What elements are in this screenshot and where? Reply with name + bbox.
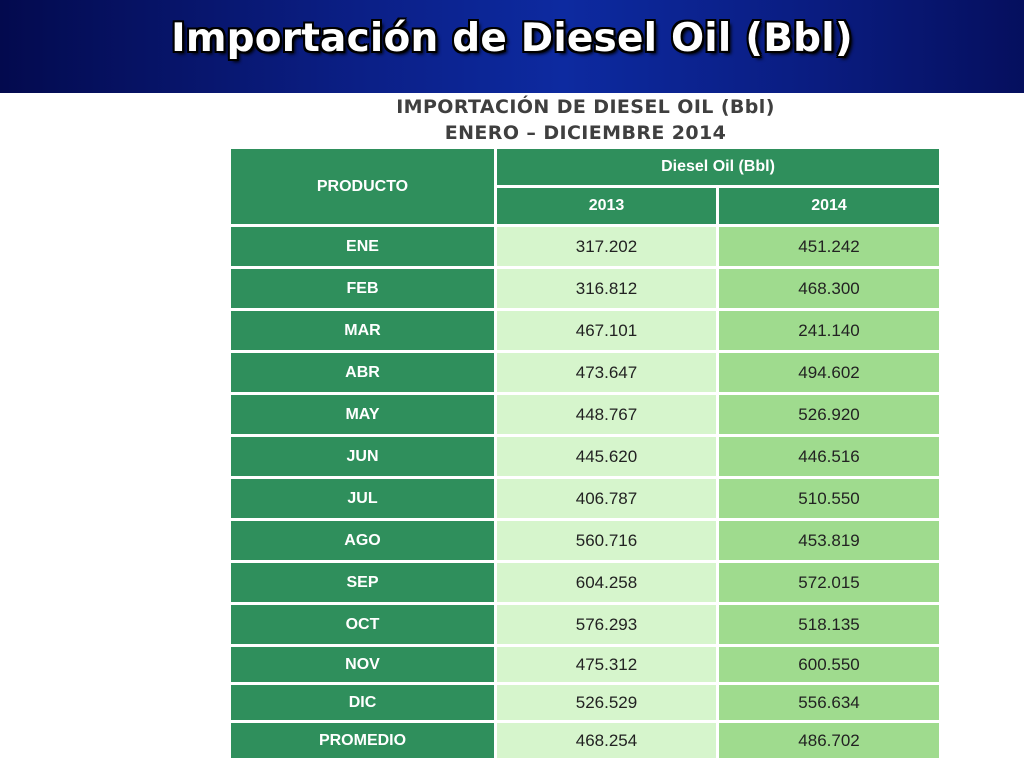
value-2014: 556.634 bbox=[719, 685, 940, 720]
table-title: IMPORTACIÓN DE DIESEL OIL (Bbl) bbox=[396, 96, 775, 118]
row-label: PROMEDIO bbox=[231, 723, 494, 758]
value-2013: 448.767 bbox=[497, 395, 716, 434]
value-2013: 468.254 bbox=[497, 723, 716, 758]
value-2014: 453.819 bbox=[719, 521, 940, 560]
value-2014: 486.702 bbox=[719, 723, 940, 758]
header-2014: 2014 bbox=[719, 188, 940, 224]
row-label: DIC bbox=[231, 685, 494, 720]
value-2014: 241.140 bbox=[719, 311, 940, 350]
value-2013: 467.101 bbox=[497, 311, 716, 350]
table-row: DIC 526.529 556.634 bbox=[231, 685, 940, 720]
row-label: ABR bbox=[231, 353, 494, 392]
row-label: MAY bbox=[231, 395, 494, 434]
table-row: OCT 576.293 518.135 bbox=[231, 605, 940, 644]
value-2014: 518.135 bbox=[719, 605, 940, 644]
table-row: SEP 604.258 572.015 bbox=[231, 563, 940, 602]
header-2013: 2013 bbox=[497, 188, 716, 224]
value-2013: 475.312 bbox=[497, 647, 716, 682]
value-2013: 604.258 bbox=[497, 563, 716, 602]
table-subtitle: ENERO – DICIEMBRE 2014 bbox=[444, 122, 727, 144]
value-2013: 316.812 bbox=[497, 269, 716, 308]
value-2013: 560.716 bbox=[497, 521, 716, 560]
value-2013: 445.620 bbox=[497, 437, 716, 476]
value-2013: 406.787 bbox=[497, 479, 716, 518]
header-diesel-oil: Diesel Oil (Bbl) bbox=[497, 149, 940, 185]
diesel-import-table: PRODUCTO Diesel Oil (Bbl) 2013 2014 ENE 3… bbox=[228, 146, 943, 761]
value-2014: 446.516 bbox=[719, 437, 940, 476]
value-2013: 317.202 bbox=[497, 227, 716, 266]
slide-title: Importación de Diesel Oil (Bbl) bbox=[171, 16, 853, 61]
table-row: ABR 473.647 494.602 bbox=[231, 353, 940, 392]
row-label: AGO bbox=[231, 521, 494, 560]
row-label: NOV bbox=[231, 647, 494, 682]
table-row: NOV 475.312 600.550 bbox=[231, 647, 940, 682]
table-row: PROMEDIO 468.254 486.702 bbox=[231, 723, 940, 758]
value-2013: 576.293 bbox=[497, 605, 716, 644]
value-2013: 526.529 bbox=[497, 685, 716, 720]
row-label: ENE bbox=[231, 227, 494, 266]
value-2014: 468.300 bbox=[719, 269, 940, 308]
value-2014: 600.550 bbox=[719, 647, 940, 682]
table-row: MAY 448.767 526.920 bbox=[231, 395, 940, 434]
table-row: FEB 316.812 468.300 bbox=[231, 269, 940, 308]
table-body: ENE 317.202 451.242 FEB 316.812 468.300 MAR 467… bbox=[231, 227, 940, 758]
table-row: ENE 317.202 451.242 bbox=[231, 227, 940, 266]
row-label: JUL bbox=[231, 479, 494, 518]
row-label: OCT bbox=[231, 605, 494, 644]
table-row: AGO 560.716 453.819 bbox=[231, 521, 940, 560]
table-row: JUL 406.787 510.550 bbox=[231, 479, 940, 518]
value-2014: 451.242 bbox=[719, 227, 940, 266]
value-2014: 526.920 bbox=[719, 395, 940, 434]
header-product: PRODUCTO bbox=[231, 149, 494, 224]
value-2014: 494.602 bbox=[719, 353, 940, 392]
value-2013: 473.647 bbox=[497, 353, 716, 392]
value-2014: 510.550 bbox=[719, 479, 940, 518]
row-label: SEP bbox=[231, 563, 494, 602]
table-row: JUN 445.620 446.516 bbox=[231, 437, 940, 476]
title-banner: Importación de Diesel Oil (Bbl) bbox=[0, 0, 1024, 93]
row-label: FEB bbox=[231, 269, 494, 308]
table-row: MAR 467.101 241.140 bbox=[231, 311, 940, 350]
row-label: JUN bbox=[231, 437, 494, 476]
value-2014: 572.015 bbox=[719, 563, 940, 602]
row-label: MAR bbox=[231, 311, 494, 350]
